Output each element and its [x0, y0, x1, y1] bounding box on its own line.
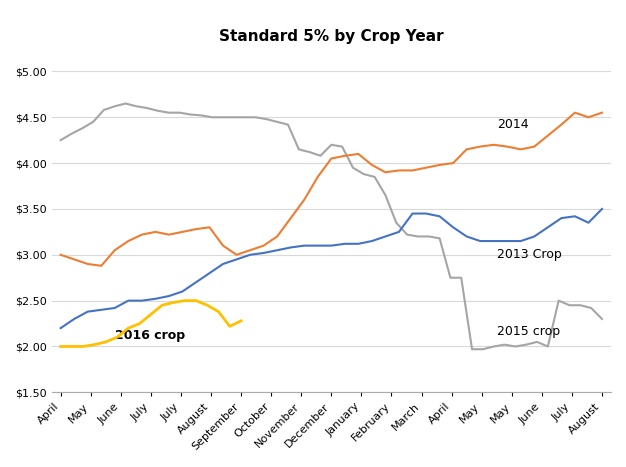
- Text: 2013 Crop: 2013 Crop: [496, 248, 562, 261]
- Text: 2016 crop: 2016 crop: [115, 329, 185, 342]
- Text: 2014: 2014: [496, 118, 528, 131]
- Title: Standard 5% by Crop Year: Standard 5% by Crop Year: [219, 29, 444, 44]
- Text: 2015 crop: 2015 crop: [496, 325, 560, 339]
